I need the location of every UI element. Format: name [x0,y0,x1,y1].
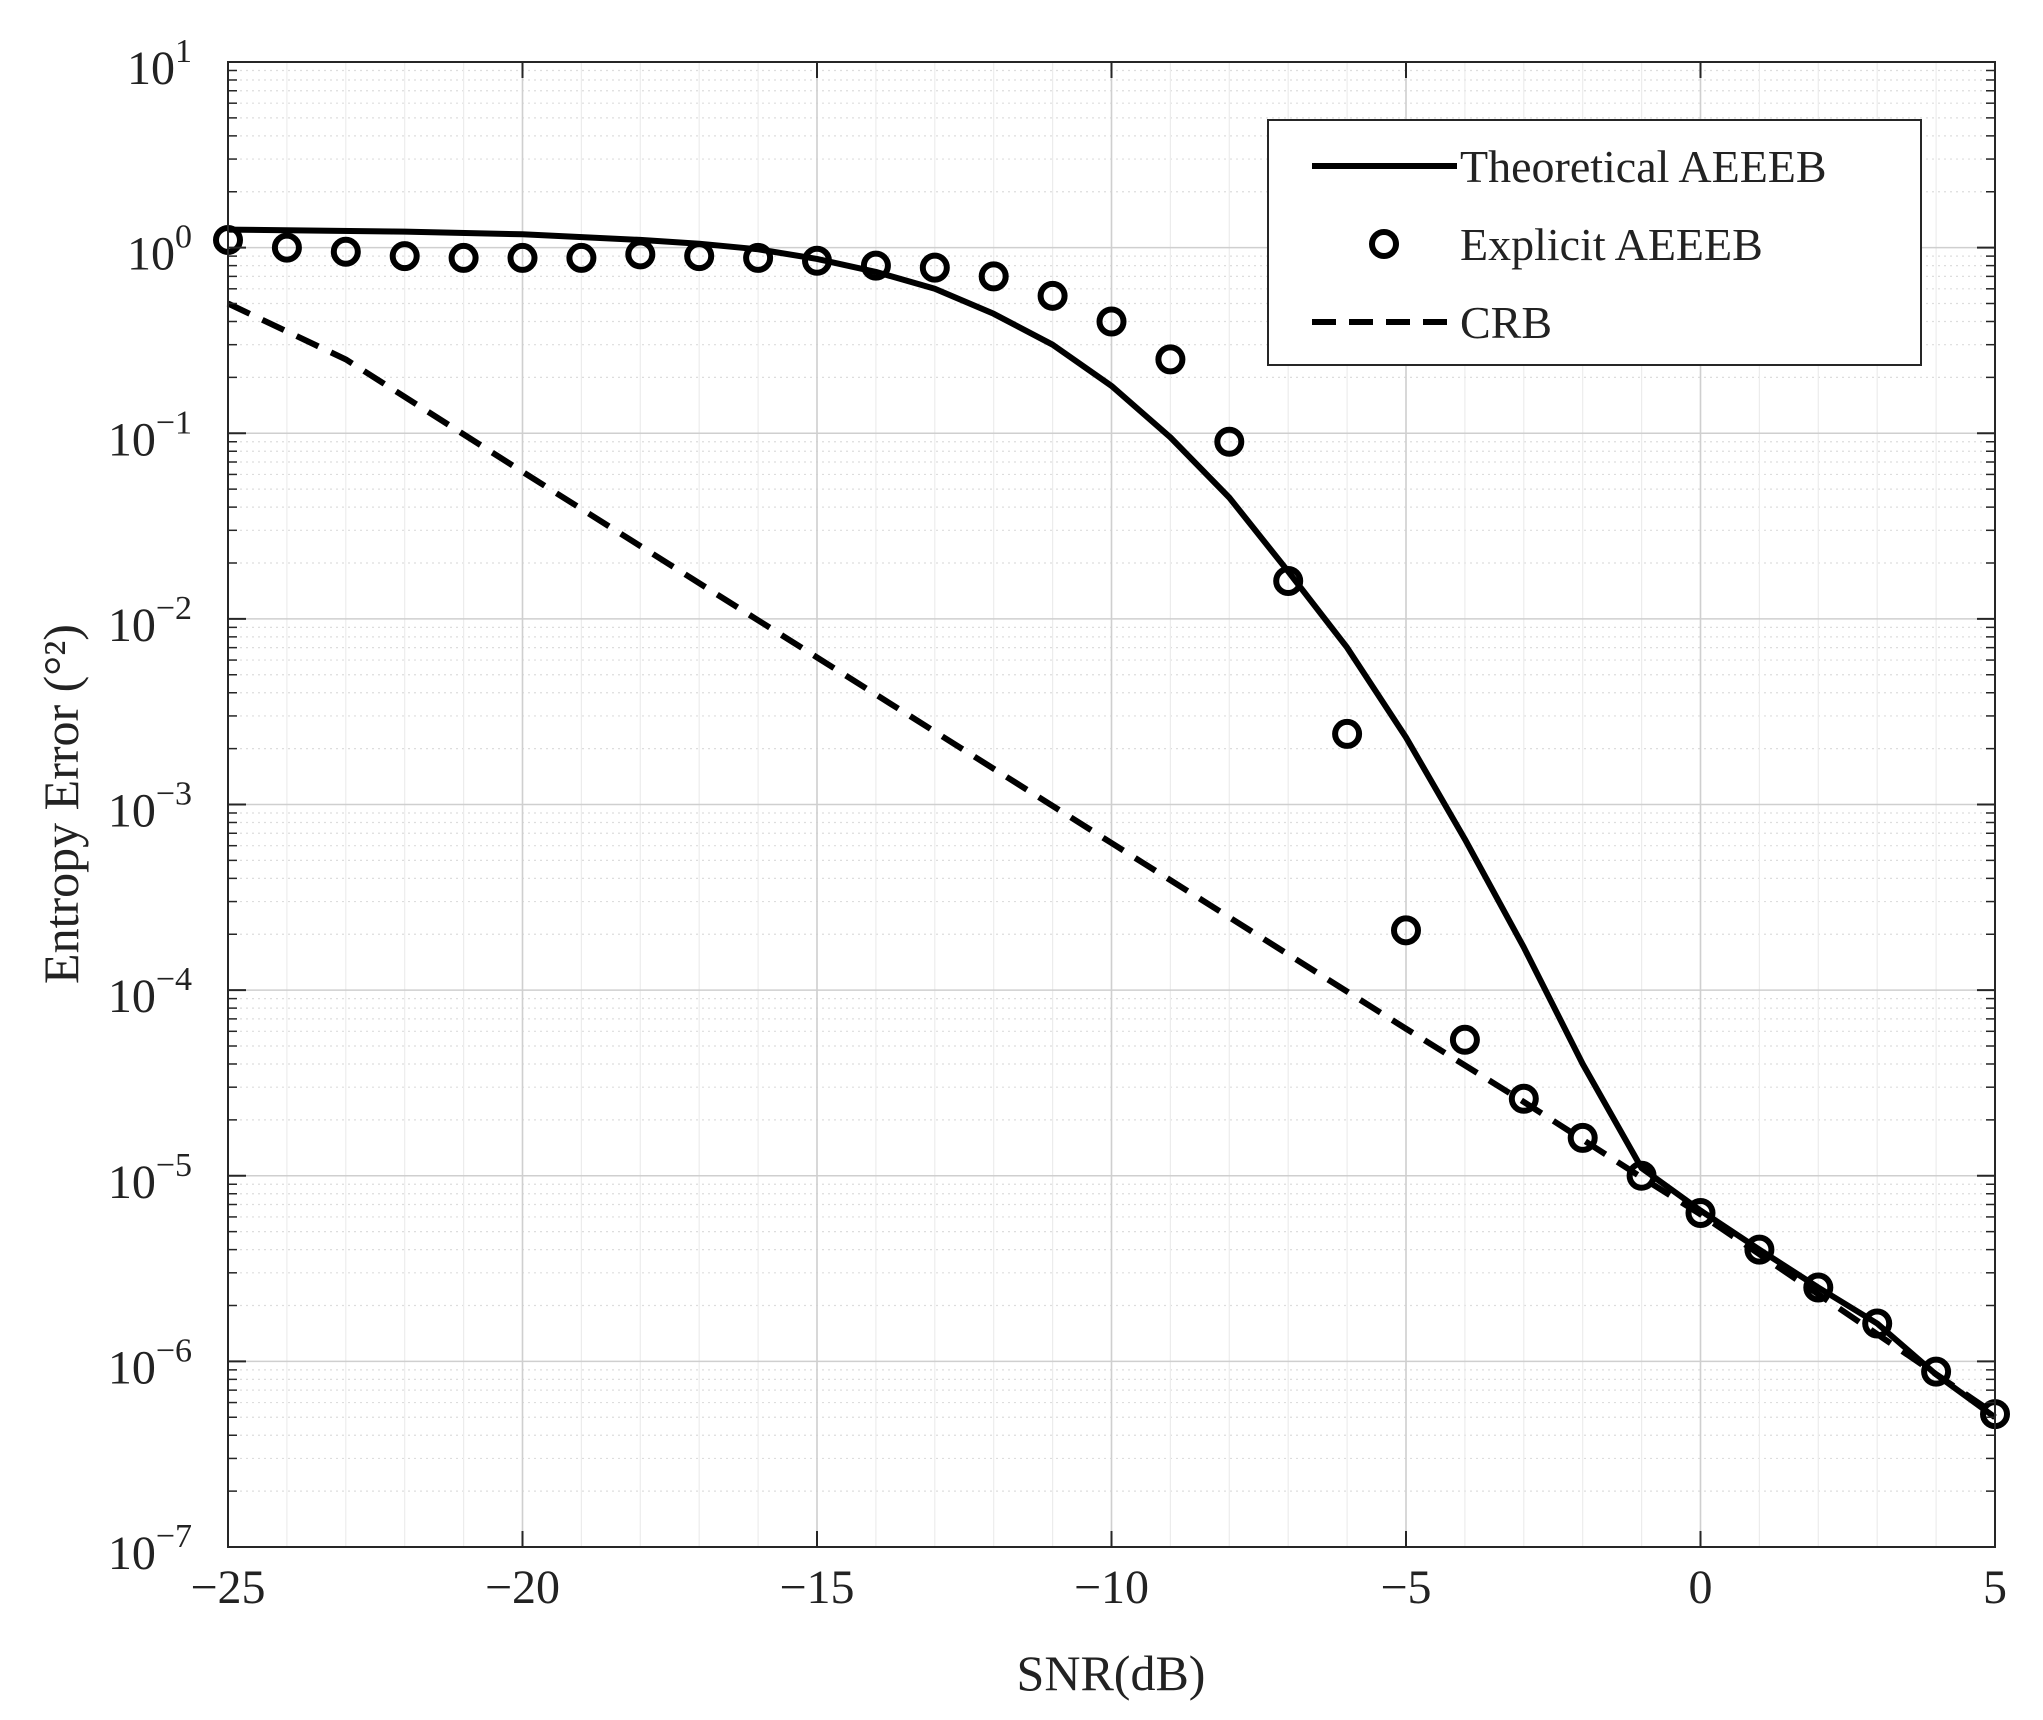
explicit-aeeeb-marker [1332,718,1363,749]
explicit-aeeeb-marker [1626,1160,1657,1191]
x-axis-label: SNR(dB) [1017,1645,1206,1701]
explicit-aeeeb-marker [684,241,715,272]
x-tick-label: −15 [779,1561,854,1614]
legend-marker-explicit [1369,229,1399,259]
explicit-aeeeb-marker [1273,565,1304,596]
legend-label-crb: CRB [1460,297,1552,348]
explicit-aeeeb-marker [1155,344,1186,375]
explicit-aeeeb-marker [802,245,832,276]
explicit-aeeeb-marker [566,242,597,273]
explicit-aeeeb-marker [1567,1122,1598,1153]
explicit-aeeeb-marker [1449,1024,1480,1055]
explicit-aeeeb-marker [860,250,891,281]
legend-label-explicit: Explicit AEEEB [1460,219,1763,270]
explicit-aeeeb-marker [330,236,361,267]
y-tick-label: 10−6 [108,1332,192,1394]
explicit-aeeeb-marker [389,241,420,272]
x-tick-label: −20 [485,1561,560,1614]
y-tick-label: 10−2 [108,590,192,652]
x-tick-label: −10 [1074,1561,1149,1614]
y-tick-label: 10−1 [108,404,192,466]
explicit-aeeeb-marker [1037,280,1068,311]
crb-line [226,300,1997,1417]
explicit-aeeeb-marker [1921,1356,1952,1387]
y-tick-label: 101 [127,33,192,95]
explicit-aeeeb-marker [448,242,479,273]
y-tick-label: 10−7 [108,1518,192,1580]
y-tick-label: 10−5 [108,1147,192,1209]
x-tick-label: −5 [1380,1561,1431,1614]
y-tick-label: 10−3 [108,776,192,838]
explicit-aeeeb-marker [919,252,950,283]
explicit-aeeeb-marker [1508,1083,1539,1114]
y-tick-label: 100 [127,219,192,281]
legend-box [1267,119,1922,366]
legend-label-theoretical: Theoretical AEEEB [1460,141,1827,192]
explicit-aeeeb-marker [978,261,1009,292]
explicit-aeeeb-marker [1685,1197,1716,1228]
explicit-aeeeb-marker [1096,306,1127,337]
explicit-aeeeb-marker [743,242,774,273]
grid [228,62,1995,1547]
explicit-aeeeb-marker [625,239,656,270]
x-tick-label: 0 [1689,1561,1713,1614]
explicit-aeeeb-marker [1214,426,1245,457]
tick-layer [227,61,1996,1548]
x-tick-label: 5 [1983,1561,2007,1614]
y-axis-label: Entropy Error (°²) [33,624,89,984]
explicit-aeeeb-marker [271,232,302,263]
tick-labels: −25 −20 −15 −10 −5 0 5 10−7 10−6 10−5 10−4 10−3 10−2… [108,33,2007,1614]
x-tick-label: −25 [190,1561,265,1614]
explicit-aeeeb-marker [1391,915,1421,946]
theoretical-aeeeb-line [227,226,1997,1420]
y-tick-label: 10−4 [108,961,192,1023]
explicit-aeeeb-marker [1803,1272,1834,1303]
legend: Theoretical AEEEB Explicit AEEEB CRB [1267,119,1922,366]
explicit-aeeeb-marker [507,242,538,273]
